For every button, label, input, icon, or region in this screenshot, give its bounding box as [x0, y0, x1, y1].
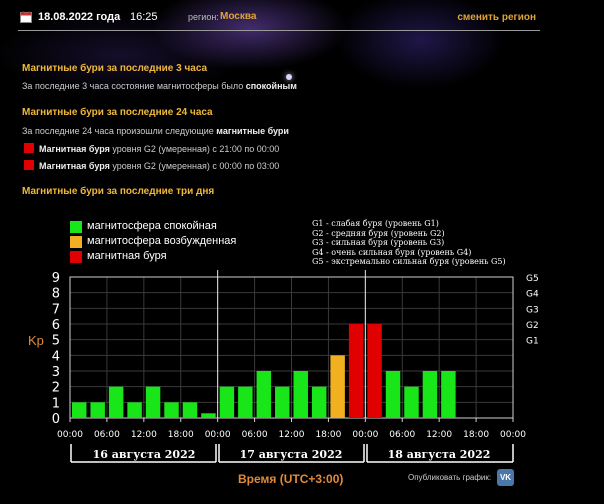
- g-tick-label: G5: [526, 274, 539, 284]
- kp-bar: [72, 402, 87, 418]
- x-tick-label: 18:00: [168, 430, 194, 440]
- day-label: 18 августа 2022: [387, 448, 491, 461]
- g-tick-label: G4: [526, 290, 539, 300]
- x-tick-label: 00:00: [352, 430, 378, 440]
- legend-swatch: [70, 236, 82, 248]
- storm-item-rest: уровня G2 (умеренная) с 00:00 по 03:00: [109, 161, 280, 171]
- star-sparkle: [286, 74, 292, 80]
- kp-bar: [219, 386, 235, 418]
- legend-label: магнитосфера спокойная: [87, 220, 217, 232]
- day-label: 16 августа 2022: [92, 448, 196, 461]
- kp-bar: [127, 402, 142, 418]
- kp-bar: [441, 371, 456, 418]
- x-tick-label: 18:00: [315, 430, 341, 440]
- kp-bar: [164, 402, 179, 418]
- kp-bar: [145, 386, 161, 418]
- kp-bar: [238, 386, 253, 418]
- g-legend-line: G2 - средняя буря (уровень G2): [312, 228, 445, 238]
- y-tick-label: 9: [52, 271, 60, 286]
- kp-bar: [348, 324, 364, 418]
- x-tick-label: 12:00: [131, 430, 157, 440]
- publish-label: Опубликовать график:: [408, 473, 492, 482]
- g-legend-line: G1 - слабая буря (уровень G1): [312, 219, 439, 228]
- calendar-icon: [20, 11, 32, 23]
- storm-item: Магнитная буря уровня G2 (умеренная) с 2…: [24, 143, 279, 154]
- y-tick-label: 0: [52, 412, 60, 427]
- legend-swatch: [70, 251, 82, 263]
- storm-square-icon: [24, 143, 34, 153]
- kp-bar: [330, 355, 345, 418]
- kp-bar: [182, 402, 198, 418]
- storm-item-bold: Магнитная буря: [39, 161, 110, 171]
- g-tick-label: G1: [526, 337, 539, 347]
- section-3h-text-prefix: За последние 3 часа состояние магнитосфе…: [22, 81, 246, 91]
- y-tick-label: 3: [52, 365, 60, 380]
- vk-share-button[interactable]: VK: [497, 469, 514, 486]
- time-axis-label: Время (UTC+3:00): [238, 472, 344, 486]
- kp-bar: [311, 386, 327, 418]
- space-background: [0, 0, 604, 110]
- current-time: 16:25: [130, 11, 158, 23]
- kp-bar: [201, 413, 216, 418]
- kp-bar: [367, 324, 382, 418]
- x-tick-label: 06:00: [242, 430, 268, 440]
- y-tick-label: 7: [52, 302, 60, 317]
- kp-bar: [385, 371, 401, 418]
- y-tick-label: 5: [52, 334, 60, 349]
- x-tick-label: 06:00: [94, 430, 120, 440]
- g-scale-legend: G1 - слабая буря (уровень G1) G2 - средн…: [312, 219, 506, 267]
- y-tick-label: 2: [52, 381, 60, 396]
- section-3h-text-bold: спокойным: [245, 81, 297, 91]
- section-3h-title: Магнитные бури за последние 3 часа: [22, 63, 208, 74]
- region-label: регион:: [188, 12, 219, 22]
- y-tick-label: 1: [52, 396, 60, 411]
- x-tick-label: 00:00: [500, 430, 526, 440]
- section-24h-text: За последние 24 часа произошли следующие…: [22, 126, 289, 136]
- kp-bar: [293, 371, 308, 418]
- x-tick-label: 00:00: [205, 430, 231, 440]
- day-label: 17 августа 2022: [239, 448, 343, 461]
- kp-bar: [404, 386, 419, 418]
- g-tick-label: G2: [526, 321, 539, 331]
- region-value: Москва: [220, 11, 257, 22]
- x-tick-label: 06:00: [389, 430, 415, 440]
- g-legend-line: G3 - сильная буря (уровень G3): [312, 238, 445, 248]
- kp-bar: [256, 371, 272, 418]
- y-tick-label: 6: [52, 318, 60, 333]
- y-tick-label: 8: [52, 287, 60, 302]
- storm-item-bold: Магнитная буря: [39, 144, 110, 154]
- legend-label: магнитная буря: [87, 250, 167, 262]
- y-tick-label: 4: [52, 349, 60, 364]
- g-tick-label: G3: [526, 305, 539, 315]
- kp-bar: [108, 386, 124, 418]
- storm-item: Магнитная буря уровня G2 (умеренная) с 0…: [24, 160, 279, 171]
- legend-swatch: [70, 221, 82, 233]
- x-tick-label: 12:00: [426, 430, 452, 440]
- storm-item-rest: уровня G2 (умеренная) с 21:00 по 00:00: [109, 144, 280, 154]
- x-tick-label: 12:00: [279, 430, 305, 440]
- section-24h-text-bold: магнитные бури: [216, 126, 289, 136]
- top-bar: 18.08.2022 года 16:25 регион: Москва сме…: [18, 8, 540, 31]
- kp-axis-label: Kp: [28, 333, 44, 348]
- x-tick-label: 18:00: [463, 430, 489, 440]
- g-legend-line: G5 - экстремально сильная буря (уровень …: [312, 257, 506, 267]
- kp-bar: [275, 386, 290, 418]
- x-tick-label: 00:00: [57, 430, 83, 440]
- current-date: 18.08.2022 года: [38, 11, 121, 23]
- kp-bar: [90, 402, 105, 418]
- g-legend-line: G4 - очень сильная буря (уровень G4): [312, 247, 472, 257]
- section-3d-title: Магнитные бури за последние три дня: [22, 186, 215, 197]
- storm-square-icon: [24, 160, 34, 170]
- section-3h-text: За последние 3 часа состояние магнитосфе…: [22, 81, 297, 91]
- legend-label: магнитосфера возбужденная: [87, 235, 237, 247]
- kp-bar: [422, 371, 438, 418]
- section-24h-text-prefix: За последние 24 часа произошли следующие: [22, 126, 217, 136]
- change-region-link[interactable]: сменить регион: [457, 12, 536, 23]
- section-24h-title: Магнитные бури за последние 24 часа: [22, 107, 213, 118]
